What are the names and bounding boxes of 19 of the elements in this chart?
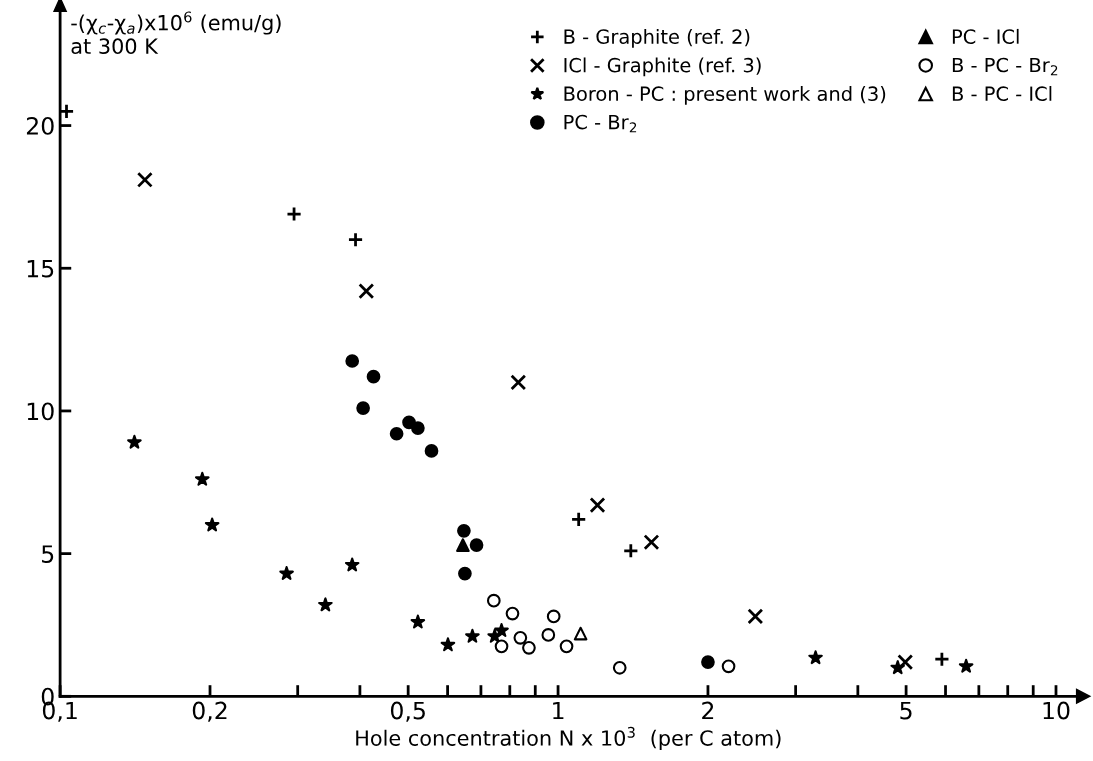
text: -(χ$_{c}$-χ$_{a}$)x10$^{6}$ (emu/g) at 300 K (71, 11, 281, 55)
y-tick-label: 15 (27, 260, 54, 278)
y-tick-label: 5 (42, 545, 54, 563)
legend-label: ICl - Graphite (ref. 3) (564, 57, 761, 77)
x-tick-label: 2 (702, 701, 714, 720)
legend-label: B - PC - Br$_{2}$ (952, 57, 1058, 76)
y-tick-label: 20 (26, 117, 54, 135)
legend-label: Boron - PC : present work and (3) (564, 86, 886, 105)
x-tick-label: 1 (553, 701, 564, 720)
x-tick-label: 10 (1043, 701, 1070, 720)
x-tick-label: 0,5 (390, 701, 425, 722)
y-tick-label: 10 (27, 402, 54, 421)
x-axis-title: Hole concentration N x 10$^{3}$ (per C atom) (356, 726, 781, 750)
legend-label: PC - ICl (952, 28, 1019, 44)
legend-label: B - PC - ICl (952, 86, 1052, 102)
x-tick-label: 0,2 (192, 701, 227, 722)
x-tick-label: 5 (900, 701, 912, 720)
legend-label: B - Graphite (ref. 2) (564, 28, 750, 48)
legend-label: PC - Br$_{2}$ (564, 114, 637, 133)
